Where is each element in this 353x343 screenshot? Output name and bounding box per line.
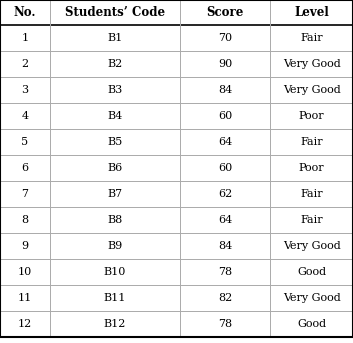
Text: Level: Level	[294, 6, 329, 19]
Text: 4: 4	[22, 111, 29, 121]
Text: B5: B5	[107, 137, 122, 147]
Text: Fair: Fair	[300, 33, 323, 43]
Text: 6: 6	[22, 163, 29, 173]
Text: Score: Score	[206, 6, 244, 19]
Text: No.: No.	[14, 6, 36, 19]
Text: B6: B6	[107, 163, 122, 173]
Text: Very Good: Very Good	[283, 59, 340, 69]
Text: Very Good: Very Good	[283, 241, 340, 251]
Text: 11: 11	[18, 293, 32, 303]
Text: 84: 84	[218, 241, 232, 251]
Text: 84: 84	[218, 85, 232, 95]
Text: B11: B11	[104, 293, 126, 303]
Text: 70: 70	[218, 33, 232, 43]
Text: 1: 1	[22, 33, 29, 43]
Text: 2: 2	[22, 59, 29, 69]
Text: 10: 10	[18, 267, 32, 277]
Text: Poor: Poor	[299, 163, 324, 173]
Text: Very Good: Very Good	[283, 293, 340, 303]
Text: B10: B10	[104, 267, 126, 277]
Text: Good: Good	[297, 319, 326, 329]
Text: B9: B9	[107, 241, 122, 251]
Text: 12: 12	[18, 319, 32, 329]
Text: 8: 8	[22, 215, 29, 225]
Text: 90: 90	[218, 59, 232, 69]
Text: B7: B7	[107, 189, 122, 199]
Text: 78: 78	[218, 267, 232, 277]
Text: B3: B3	[107, 85, 122, 95]
Text: Poor: Poor	[299, 111, 324, 121]
Text: 5: 5	[22, 137, 29, 147]
Text: Students’ Code: Students’ Code	[65, 6, 165, 19]
Text: 82: 82	[218, 293, 232, 303]
Text: Very Good: Very Good	[283, 85, 340, 95]
Text: B1: B1	[107, 33, 122, 43]
Text: 9: 9	[22, 241, 29, 251]
Text: B2: B2	[107, 59, 122, 69]
Text: 64: 64	[218, 137, 232, 147]
Text: Fair: Fair	[300, 215, 323, 225]
Text: 3: 3	[22, 85, 29, 95]
Text: 64: 64	[218, 215, 232, 225]
Text: B4: B4	[107, 111, 122, 121]
Text: 60: 60	[218, 163, 232, 173]
Text: 62: 62	[218, 189, 232, 199]
Text: B12: B12	[104, 319, 126, 329]
Text: Good: Good	[297, 267, 326, 277]
Text: Fair: Fair	[300, 137, 323, 147]
Text: 60: 60	[218, 111, 232, 121]
Text: B8: B8	[107, 215, 122, 225]
Text: 78: 78	[218, 319, 232, 329]
Text: 7: 7	[22, 189, 29, 199]
Text: Fair: Fair	[300, 189, 323, 199]
